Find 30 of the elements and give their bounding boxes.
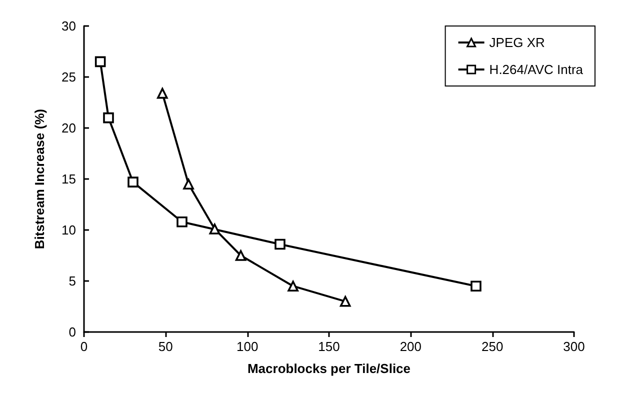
y-axis-title: Bitstream Increase (%) — [32, 108, 47, 250]
x-tick-label: 0 — [80, 339, 88, 354]
point — [157, 88, 168, 99]
x-tick-label: 50 — [158, 339, 173, 354]
y-tick-label: 25 — [62, 70, 76, 84]
legend-label: H.264/AVC Intra — [489, 62, 584, 77]
legend-label: JPEG XR — [489, 35, 545, 50]
y-tick-label: 5 — [68, 274, 76, 288]
point — [235, 250, 246, 261]
y-tick-label: 0 — [68, 324, 76, 340]
y-tick-label: 15 — [62, 172, 76, 186]
x-axis-title: Macroblocks per Tile/Slice — [247, 361, 411, 376]
x-tick-label: 100 — [236, 339, 258, 354]
y-tick-label: 20 — [62, 120, 76, 136]
x-tick-label: 300 — [563, 339, 585, 354]
point — [94, 56, 106, 68]
point — [103, 112, 114, 124]
point — [288, 280, 298, 292]
point — [128, 176, 138, 188]
x-tick-label: 150 — [318, 339, 340, 354]
point — [274, 238, 286, 250]
point — [176, 216, 188, 228]
point — [340, 296, 351, 307]
x-tick-label: 250 — [481, 339, 504, 354]
point — [470, 280, 482, 292]
point — [209, 224, 220, 234]
point — [183, 178, 194, 190]
y-tick-label: 30 — [62, 18, 76, 34]
x-tick-label: 200 — [400, 339, 422, 354]
y-tick-label: 10 — [62, 222, 76, 238]
